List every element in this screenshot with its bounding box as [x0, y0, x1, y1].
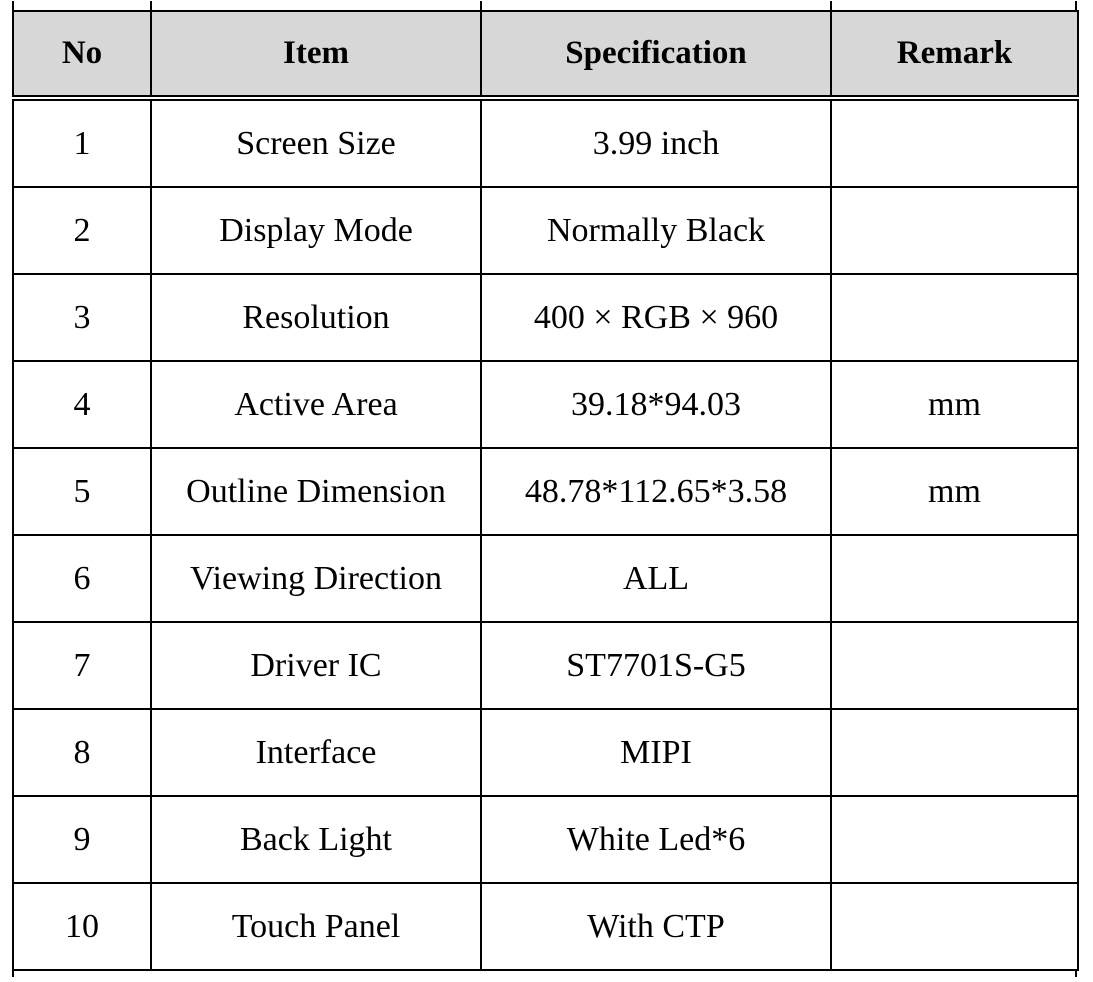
table-row: 5 Outline Dimension 48.78*112.65*3.58 mm [12, 447, 1079, 536]
cell-no: 1 [12, 97, 152, 188]
cell-remark [830, 97, 1079, 188]
cell-spec: 48.78*112.65*3.58 [480, 447, 832, 536]
cell-item: Outline Dimension [150, 447, 482, 536]
table-row: 6 Viewing Direction ALL [12, 534, 1079, 623]
table-row: 4 Active Area 39.18*94.03 mm [12, 360, 1079, 449]
cell-spec: Normally Black [480, 186, 832, 275]
spec-table: No Item Specification Remark 1 Screen Si… [12, 10, 1079, 971]
cell-no: 10 [12, 882, 152, 971]
cell-remark [830, 273, 1079, 362]
cell-spec: With CTP [480, 882, 832, 971]
table-row: 1 Screen Size 3.99 inch [12, 97, 1079, 188]
specification-table: No Item Specification Remark 1 Screen Si… [12, 1, 1079, 977]
cell-spec: MIPI [480, 708, 832, 797]
cell-no: 5 [12, 447, 152, 536]
header-cell-item: Item [150, 10, 482, 101]
header-cell-specification: Specification [480, 10, 832, 101]
cell-item: Screen Size [150, 97, 482, 188]
border-tick [830, 1, 832, 10]
cell-no: 3 [12, 273, 152, 362]
border-tick [1075, 971, 1077, 977]
border-tick [150, 1, 152, 10]
cell-item: Active Area [150, 360, 482, 449]
cell-remark: mm [830, 447, 1079, 536]
cell-no: 7 [12, 621, 152, 710]
border-tick [12, 1, 14, 10]
table-row: 3 Resolution 400 × RGB × 960 [12, 273, 1079, 362]
border-tick [12, 971, 14, 977]
cell-spec: 3.99 inch [480, 97, 832, 188]
cell-spec: 400 × RGB × 960 [480, 273, 832, 362]
cell-remark [830, 534, 1079, 623]
cell-no: 2 [12, 186, 152, 275]
cell-spec: ST7701S-G5 [480, 621, 832, 710]
border-tick [480, 1, 482, 10]
table-row: 10 Touch Panel With CTP [12, 882, 1079, 971]
cell-remark [830, 882, 1079, 971]
cell-no: 6 [12, 534, 152, 623]
table-row: 9 Back Light White Led*6 [12, 795, 1079, 884]
cell-item: Touch Panel [150, 882, 482, 971]
cell-spec: 39.18*94.03 [480, 360, 832, 449]
cell-item: Viewing Direction [150, 534, 482, 623]
cell-item: Display Mode [150, 186, 482, 275]
table-row: 2 Display Mode Normally Black [12, 186, 1079, 275]
cell-item: Interface [150, 708, 482, 797]
table-row: 7 Driver IC ST7701S-G5 [12, 621, 1079, 710]
header-cell-remark: Remark [830, 10, 1079, 101]
table-row: 8 Interface MIPI [12, 708, 1079, 797]
cell-item: Back Light [150, 795, 482, 884]
table-header-row: No Item Specification Remark [12, 10, 1079, 101]
cell-remark [830, 795, 1079, 884]
cell-no: 9 [12, 795, 152, 884]
cell-no: 8 [12, 708, 152, 797]
border-tick [1075, 1, 1077, 10]
cell-remark [830, 186, 1079, 275]
cell-remark [830, 621, 1079, 710]
cell-spec: ALL [480, 534, 832, 623]
header-cell-no: No [12, 10, 152, 101]
cell-item: Driver IC [150, 621, 482, 710]
cell-remark: mm [830, 360, 1079, 449]
cell-no: 4 [12, 360, 152, 449]
cell-remark [830, 708, 1079, 797]
cell-item: Resolution [150, 273, 482, 362]
cell-spec: White Led*6 [480, 795, 832, 884]
